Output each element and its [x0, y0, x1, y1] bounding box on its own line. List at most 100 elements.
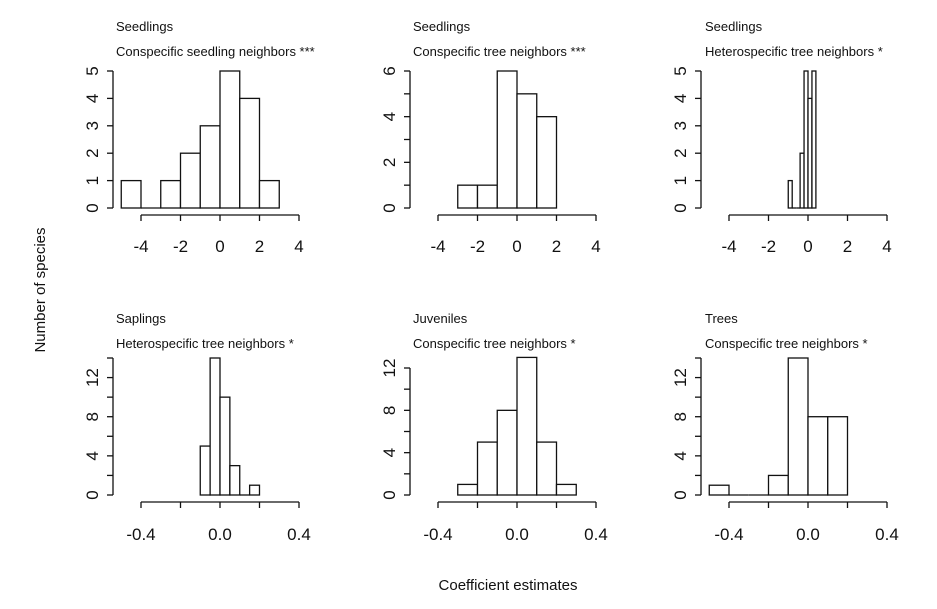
y-tick-label: 4 — [83, 94, 102, 103]
histogram-bar — [536, 441, 558, 496]
y-tick-label: 1 — [671, 176, 690, 185]
histogram-panel: Seedlings Heterospecific tree neighbors *… — [671, 19, 892, 256]
histogram-bar — [811, 70, 817, 209]
y-tick-label: 4 — [83, 451, 102, 460]
y-tick-label: 0 — [671, 203, 690, 212]
panel-subtitle: Conspecific tree neighbors *** — [413, 44, 586, 59]
x-tick-label: 4 — [294, 237, 303, 256]
histogram-bar — [827, 416, 849, 496]
x-tick-label: 0 — [215, 237, 224, 256]
x-tick-label: 0.0 — [796, 525, 820, 544]
panel-subtitle: Conspecific tree neighbors * — [705, 336, 868, 351]
histogram-bar — [457, 483, 479, 496]
x-tick-label: -2 — [173, 237, 188, 256]
y-tick-label: 0 — [380, 203, 399, 212]
histogram-bar — [516, 93, 538, 209]
panel-subtitle: Conspecific tree neighbors * — [413, 336, 576, 351]
histogram-panel: Saplings Heterospecific tree neighbors * 0… — [83, 311, 311, 544]
y-tick-label: 1 — [83, 176, 102, 185]
histogram-bar — [457, 184, 479, 209]
y-tick-label: 12 — [380, 359, 399, 378]
x-tick-label: -0.4 — [714, 525, 743, 544]
x-tick-label: -2 — [470, 237, 485, 256]
x-tick-label: -0.4 — [126, 525, 155, 544]
x-tick-label: 0.4 — [287, 525, 311, 544]
x-tick-label: 0.0 — [505, 525, 529, 544]
histogram-panel: Seedlings Conspecific tree neighbors *** 0… — [380, 19, 601, 256]
y-tick-label: 0 — [671, 490, 690, 499]
panel-subtitle: Heterospecific tree neighbors * — [116, 336, 294, 351]
y-tick-label: 0 — [83, 203, 102, 212]
y-tick-label: 6 — [380, 66, 399, 75]
histogram-bar — [199, 445, 211, 496]
y-tick-label: 8 — [671, 412, 690, 421]
x-axis-title: Coefficient estimates — [439, 577, 578, 594]
histogram-panel: Seedlings Conspecific seedling neighbors … — [83, 19, 315, 256]
histogram-bar — [708, 484, 730, 496]
panel-title: Saplings — [116, 311, 166, 326]
histogram-panel: Juveniles Conspecific tree neighbors * 0 4 8… — [380, 311, 608, 544]
y-tick-label: 5 — [671, 66, 690, 75]
histogram-bar — [536, 116, 558, 209]
histogram-panel: Trees Conspecific tree neighbors * 0 4 8 12 -0… — [671, 311, 899, 544]
histogram-bar — [767, 474, 789, 496]
y-tick-label: 4 — [380, 448, 399, 457]
y-tick-label: 4 — [671, 94, 690, 103]
x-tick-label: 2 — [552, 237, 561, 256]
panel-title: Seedlings — [705, 19, 763, 34]
panel-title: Juveniles — [413, 311, 468, 326]
y-tick-label: 8 — [83, 412, 102, 421]
x-tick-label: 4 — [882, 237, 891, 256]
x-tick-label: -2 — [761, 237, 776, 256]
x-tick-label: -4 — [430, 237, 445, 256]
panel-subtitle: Heterospecific tree neighbors * — [705, 44, 883, 59]
y-axis-title: Number of species — [32, 227, 49, 352]
y-tick-label: 2 — [671, 148, 690, 157]
histogram-bar — [160, 179, 182, 209]
histogram-bar — [219, 70, 241, 209]
x-tick-label: -4 — [133, 237, 148, 256]
histogram-bar — [807, 416, 829, 496]
y-tick-label: 5 — [83, 66, 102, 75]
histogram-bar — [476, 184, 498, 209]
x-tick-label: 2 — [255, 237, 264, 256]
y-tick-label: 12 — [83, 368, 102, 387]
panel-title: Trees — [705, 311, 738, 326]
x-tick-label: 4 — [591, 237, 600, 256]
histogram-bar — [516, 356, 538, 496]
x-tick-label: 0.4 — [584, 525, 608, 544]
x-tick-label: 0 — [512, 237, 521, 256]
y-tick-label: 8 — [380, 406, 399, 415]
y-tick-label: 2 — [83, 148, 102, 157]
histogram-bar — [496, 409, 518, 496]
histogram-bar — [219, 396, 231, 496]
histogram-bar — [787, 179, 793, 209]
histogram-bar — [248, 484, 261, 496]
x-tick-label: 0.4 — [875, 525, 899, 544]
panel-title: Seedlings — [413, 19, 471, 34]
histogram-bar — [209, 357, 221, 496]
x-tick-label: 0 — [803, 237, 812, 256]
x-tick-label: -0.4 — [423, 525, 452, 544]
panel-title: Seedlings — [116, 19, 174, 34]
y-tick-label: 3 — [671, 121, 690, 130]
histogram-bar — [120, 179, 142, 209]
y-tick-label: 2 — [380, 158, 399, 167]
histogram-bar — [258, 179, 280, 209]
y-tick-label: 3 — [83, 121, 102, 130]
histogram-bar — [555, 483, 577, 496]
histogram-bar — [229, 464, 241, 496]
x-tick-label: 0.0 — [208, 525, 232, 544]
x-tick-label: -4 — [721, 237, 736, 256]
y-tick-label: 0 — [83, 490, 102, 499]
y-tick-label: 4 — [671, 451, 690, 460]
panels: Seedlings Conspecific seedling neighbors … — [83, 19, 899, 544]
histogram-bar — [476, 441, 498, 496]
panel-subtitle: Conspecific seedling neighbors *** — [116, 44, 315, 59]
y-tick-label: 4 — [380, 112, 399, 121]
y-tick-label: 0 — [380, 490, 399, 499]
histogram-bar — [239, 97, 261, 209]
histogram-bar — [496, 70, 518, 209]
x-tick-label: 2 — [843, 237, 852, 256]
